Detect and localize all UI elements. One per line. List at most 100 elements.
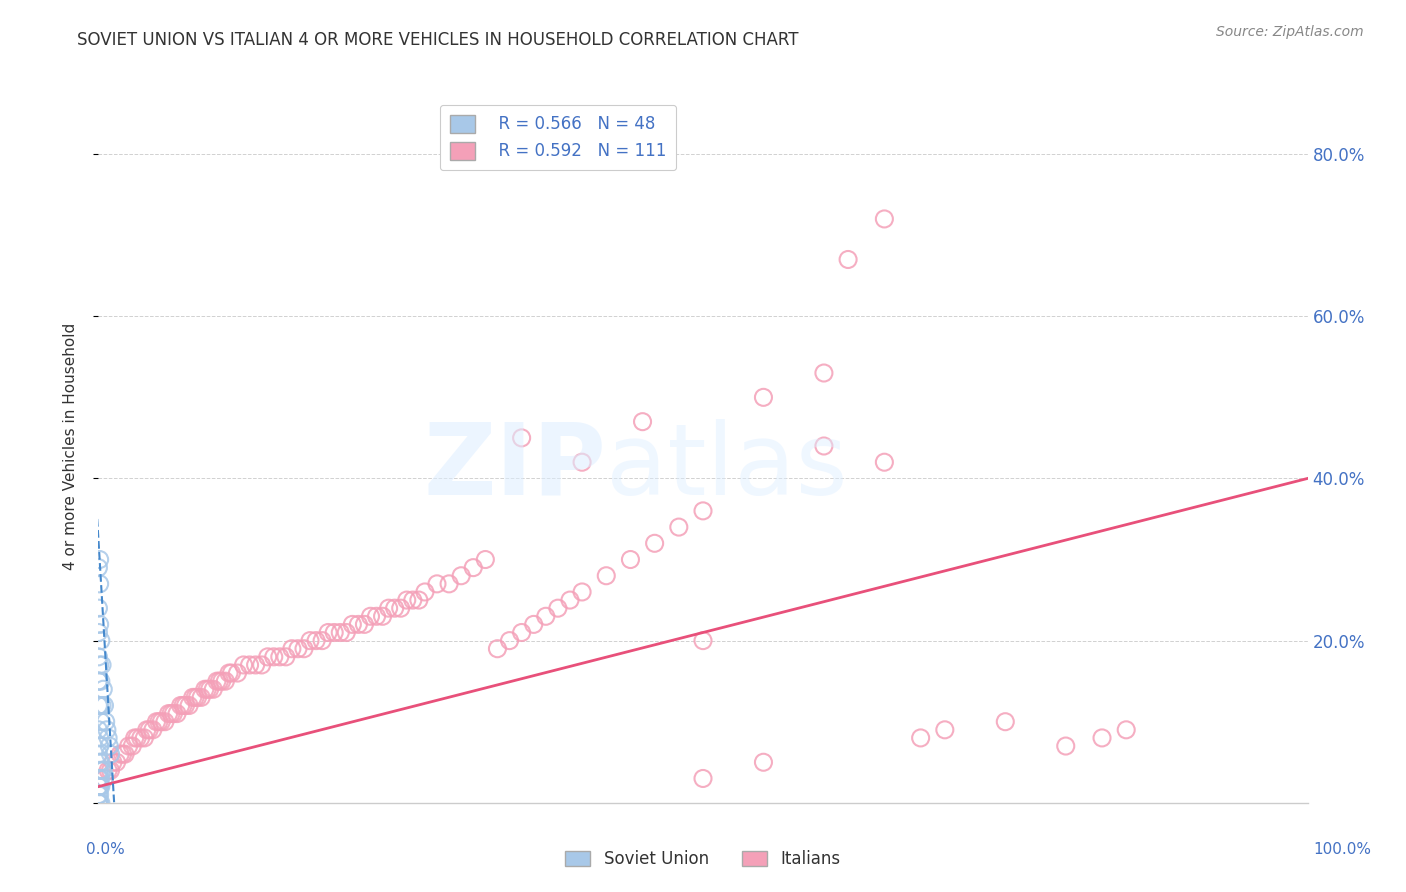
Point (463, 560, 485, 574)
Point (211, 674, 233, 689)
Point (498, 633, 520, 648)
Point (87, 796, 110, 810)
Point (245, 657, 267, 672)
Point (250, 657, 273, 672)
Point (181, 690, 204, 705)
Point (205, 674, 228, 689)
Point (90, 780, 112, 794)
Point (510, 625, 533, 640)
Point (692, 633, 714, 648)
Point (631, 415, 654, 429)
Point (90, 796, 112, 810)
Point (813, 439, 835, 453)
Point (353, 617, 375, 632)
Point (87, 747, 110, 761)
Point (450, 568, 472, 582)
Point (813, 366, 835, 380)
Point (1091, 731, 1114, 745)
Point (1115, 723, 1137, 737)
Point (157, 706, 180, 721)
Point (1054, 739, 1077, 753)
Point (873, 455, 896, 469)
Point (134, 731, 156, 745)
Point (994, 714, 1017, 729)
Point (292, 641, 315, 656)
Point (194, 682, 217, 697)
Point (135, 723, 157, 737)
Text: atlas: atlas (606, 419, 848, 516)
Point (89, 796, 111, 810)
Point (108, 747, 131, 761)
Point (474, 552, 496, 566)
Point (377, 601, 399, 615)
Point (90, 674, 112, 689)
Point (195, 682, 218, 697)
Point (87, 723, 110, 737)
Point (281, 641, 304, 656)
Point (160, 706, 183, 721)
Point (89, 657, 111, 672)
Point (558, 593, 581, 607)
Point (87, 772, 110, 786)
Point (389, 601, 412, 615)
Point (668, 520, 690, 534)
Point (118, 739, 141, 753)
Point (547, 601, 569, 615)
Point (299, 633, 322, 648)
Point (142, 723, 165, 737)
Point (87, 796, 110, 810)
Point (105, 756, 128, 770)
Point (87, 674, 110, 689)
Point (342, 617, 364, 632)
Point (232, 657, 254, 672)
Point (426, 577, 449, 591)
Point (87, 560, 110, 574)
Point (239, 657, 262, 672)
Point (837, 252, 859, 267)
Point (121, 739, 143, 753)
Point (437, 577, 460, 591)
Point (89, 731, 111, 745)
Text: SOVIET UNION VS ITALIAN 4 OR MORE VEHICLES IN HOUSEHOLD CORRELATION CHART: SOVIET UNION VS ITALIAN 4 OR MORE VEHICL… (77, 31, 799, 49)
Point (335, 625, 357, 640)
Point (100, 747, 122, 761)
Y-axis label: 4 or more Vehicles in Household: 4 or more Vehicles in Household (63, 322, 77, 570)
Point (93, 698, 115, 713)
Point (91, 657, 114, 672)
Point (413, 585, 436, 599)
Point (534, 609, 557, 624)
Point (89, 780, 111, 794)
Point (89, 756, 111, 770)
Point (221, 666, 243, 681)
Point (169, 698, 191, 713)
Point (94, 714, 117, 729)
Point (145, 714, 167, 729)
Point (190, 690, 212, 705)
Point (127, 731, 149, 745)
Point (153, 714, 176, 729)
Point (96, 723, 118, 737)
Point (138, 723, 160, 737)
Point (89, 739, 111, 753)
Point (692, 504, 714, 518)
Point (402, 593, 425, 607)
Point (202, 682, 225, 697)
Point (214, 674, 236, 689)
Point (523, 617, 546, 632)
Point (87, 649, 110, 664)
Point (93, 772, 115, 786)
Point (129, 731, 152, 745)
Point (93, 772, 115, 786)
Point (87, 698, 110, 713)
Text: ZIP: ZIP (423, 419, 606, 516)
Point (873, 211, 896, 226)
Point (174, 698, 197, 713)
Point (208, 674, 231, 689)
Point (90, 633, 112, 648)
Point (311, 633, 333, 648)
Point (329, 625, 352, 640)
Point (571, 455, 593, 469)
Point (87, 674, 110, 689)
Point (198, 682, 221, 697)
Point (87, 788, 110, 802)
